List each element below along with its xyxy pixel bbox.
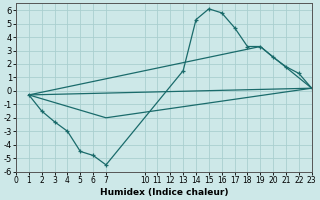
X-axis label: Humidex (Indice chaleur): Humidex (Indice chaleur) [100,188,228,197]
